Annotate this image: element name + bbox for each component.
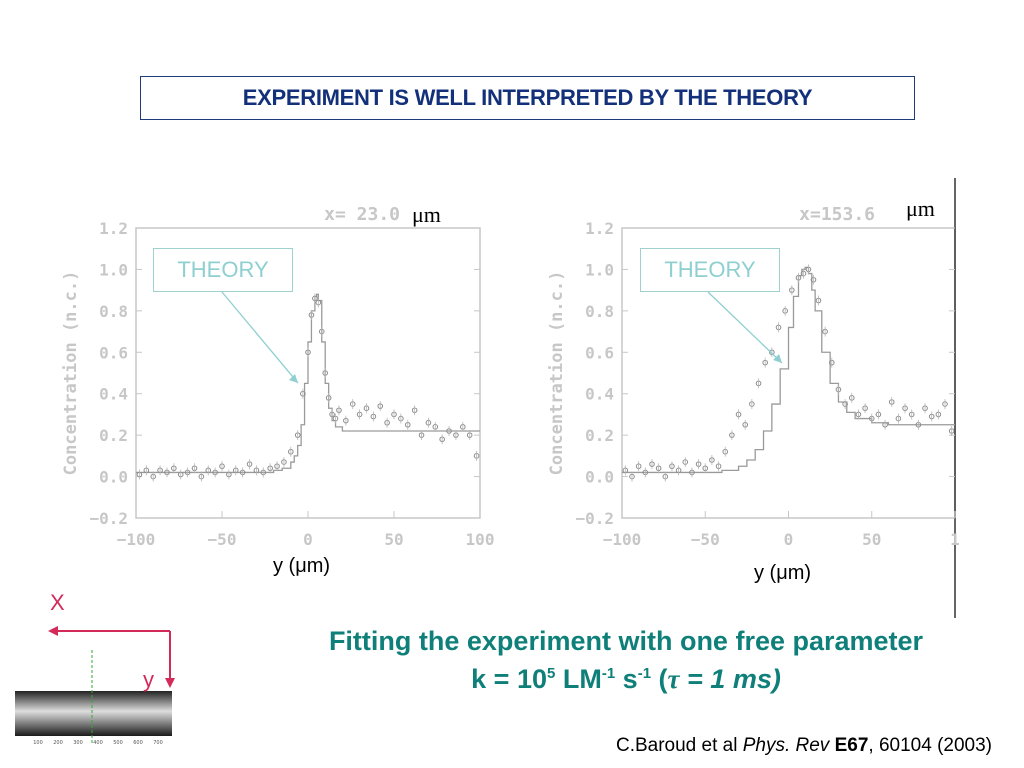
k-prefix: k = 10	[471, 664, 547, 694]
y-tick-label: 0.4	[585, 385, 614, 404]
y-tick-label: 1.2	[585, 219, 614, 238]
strip-tick-label: 100	[33, 740, 43, 746]
x-tick-label: 100	[466, 530, 495, 549]
theory-label-left: THEORY	[153, 248, 293, 292]
citation-volume: E67	[829, 735, 869, 756]
tau-symbol: τ	[667, 664, 680, 694]
y-tick-label: 0.6	[99, 343, 128, 362]
left-x-axis-label: y (μm)	[273, 555, 331, 577]
s-exponent: -1	[637, 665, 652, 682]
x-tick-label: 0	[784, 530, 794, 549]
right-x-axis-label: y (μm)	[754, 562, 812, 584]
chart-right: 1.2 1.0 0.8 0.6 0.4 0.2 0.0 −0.2 −100 −50 0 50 1 Conc…	[547, 178, 960, 618]
chart-left: 1.2 1.0 0.8 0.6 0.4 0.2 0.0 −0.2 −100 −50 0 50 100 Co…	[61, 204, 495, 549]
x-tick-label: −50	[691, 530, 720, 549]
fit-parameter: k = 105 LM-1 s-1 (τ = 1 ms)	[226, 664, 1024, 695]
channel-image	[15, 691, 172, 736]
x-tick-label: 50	[862, 530, 881, 549]
theory-arrow-head	[289, 374, 298, 383]
y-tick-label: 0.2	[99, 426, 128, 445]
right-unit-label: μm	[906, 196, 935, 221]
x-tick-label: −100	[117, 530, 156, 549]
x-tick-label: 1	[950, 530, 960, 549]
slide-title: EXPERIMENT IS WELL INTERPRETED BY THE TH…	[140, 76, 915, 120]
y-tick-label: 1.0	[585, 260, 614, 279]
schematic-x-label: X	[50, 590, 65, 615]
strip-tick-labels: 100 200 300 400 500 600 700	[33, 740, 163, 746]
y-tick-label: 0.8	[99, 302, 128, 321]
y-arrow-head	[165, 678, 175, 688]
x-tick-label: 0	[303, 530, 313, 549]
y-tick-label: 1.2	[99, 219, 128, 238]
fit-description: Fitting the experiment with one free par…	[328, 626, 924, 656]
x-tick-label: −100	[603, 530, 642, 549]
theory-curve	[136, 293, 480, 474]
y-tick-label: 0.8	[585, 302, 614, 321]
strip-tick-label: 500	[113, 740, 123, 746]
y-tick-label: −0.2	[89, 509, 128, 528]
lm-exponent: -1	[601, 665, 616, 682]
theory-arrow	[707, 291, 783, 364]
y-tick-label: 0.0	[585, 468, 614, 487]
citation-rest: , 60104 (2003)	[868, 735, 992, 756]
x-arrow-head	[48, 626, 58, 636]
strip-tick-label: 300	[73, 740, 83, 746]
s-unit: s	[615, 664, 638, 694]
paren-open: (	[651, 664, 668, 694]
y-tick-label: 0.6	[585, 343, 614, 362]
schematic-y-label: y	[143, 667, 154, 692]
y-tick-label: 0.4	[99, 385, 128, 404]
theory-arrow	[221, 291, 299, 384]
x-tick-label: 50	[384, 530, 403, 549]
strip-tick-label: 200	[53, 740, 63, 746]
strip-tick-label: 400	[93, 740, 103, 746]
theory-arrow-head	[773, 354, 782, 363]
y-tick-label: 0.0	[99, 468, 128, 487]
y-axis-label: Concentration (n.c.)	[61, 271, 81, 476]
left-unit-label: μm	[412, 202, 441, 227]
theory-label-right: THEORY	[640, 248, 780, 292]
y-tick-label: 1.0	[99, 260, 128, 279]
y-axis-label: Concentration (n.c.)	[547, 271, 567, 476]
citation-journal: Phys. Rev	[742, 735, 830, 756]
y-tick-label: −0.2	[575, 509, 614, 528]
strip-tick-label: 600	[133, 740, 143, 746]
k-exponent: 5	[546, 665, 556, 682]
panel-title: x= 23.0	[324, 204, 400, 225]
y-tick-label: 0.2	[585, 426, 614, 445]
strip-tick-label: 700	[153, 740, 163, 746]
citation: C.Baroud et al Phys. Rev E67, 60104 (200…	[616, 735, 992, 757]
citation-authors: C.Baroud et al	[615, 735, 743, 756]
x-tick-label: −50	[208, 530, 237, 549]
tau-value: = 1 ms)	[679, 664, 781, 694]
lm-unit: LM	[555, 664, 602, 694]
panel-title: x=153.6	[799, 204, 875, 225]
